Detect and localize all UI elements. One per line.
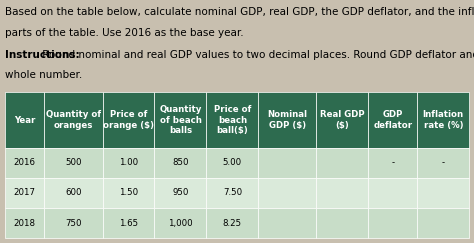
Text: parts of the table. Use 2016 as the base year.: parts of the table. Use 2016 as the base… xyxy=(5,28,243,38)
Text: Instructions:: Instructions: xyxy=(5,50,79,60)
Text: Price of
orange ($): Price of orange ($) xyxy=(103,110,154,130)
Text: 2018: 2018 xyxy=(14,218,36,228)
Bar xyxy=(5,208,45,238)
Bar xyxy=(368,92,417,148)
Bar xyxy=(258,92,317,148)
Bar xyxy=(102,178,155,208)
Bar xyxy=(155,178,207,208)
Text: Price of
beach
ball($): Price of beach ball($) xyxy=(214,105,251,135)
Bar xyxy=(155,92,207,148)
Text: -: - xyxy=(392,158,394,167)
Bar xyxy=(45,92,102,148)
Bar xyxy=(5,92,45,148)
Bar xyxy=(207,92,258,148)
Text: 1,000: 1,000 xyxy=(168,218,193,228)
Text: Quantity of
oranges: Quantity of oranges xyxy=(46,110,101,130)
Text: whole number.: whole number. xyxy=(5,70,82,80)
Bar xyxy=(258,178,317,208)
Bar xyxy=(45,178,102,208)
Bar xyxy=(155,208,207,238)
Text: Quantity
of beach
balls: Quantity of beach balls xyxy=(159,105,201,135)
Text: 7.50: 7.50 xyxy=(223,188,242,198)
Bar xyxy=(258,208,317,238)
Text: 5.00: 5.00 xyxy=(223,158,242,167)
Bar xyxy=(317,92,368,148)
Text: 750: 750 xyxy=(65,218,82,228)
Bar xyxy=(368,208,417,238)
Text: 1.50: 1.50 xyxy=(119,188,138,198)
Text: -: - xyxy=(442,158,445,167)
Bar xyxy=(207,148,258,178)
Text: Based on the table below, calculate nominal GDP, real GDP, the GDP deflator, and: Based on the table below, calculate nomi… xyxy=(5,7,474,17)
Text: 2017: 2017 xyxy=(14,188,36,198)
Bar xyxy=(5,148,45,178)
Bar xyxy=(417,148,469,178)
Text: Real GDP
($): Real GDP ($) xyxy=(320,110,365,130)
Bar xyxy=(417,208,469,238)
Bar xyxy=(45,148,102,178)
Bar xyxy=(102,92,155,148)
Text: Round nominal and real GDP values to two decimal places. Round GDP deflator and : Round nominal and real GDP values to two… xyxy=(39,50,474,60)
Text: 500: 500 xyxy=(65,158,82,167)
Text: Nominal
GDP ($): Nominal GDP ($) xyxy=(267,110,308,130)
Bar xyxy=(102,208,155,238)
Bar xyxy=(258,148,317,178)
Text: 850: 850 xyxy=(172,158,189,167)
Bar xyxy=(207,208,258,238)
Bar xyxy=(368,148,417,178)
Bar xyxy=(102,148,155,178)
Bar xyxy=(155,148,207,178)
Text: 8.25: 8.25 xyxy=(223,218,242,228)
Text: Year: Year xyxy=(14,115,35,125)
Text: 600: 600 xyxy=(65,188,82,198)
Bar xyxy=(5,178,45,208)
Bar xyxy=(368,178,417,208)
Bar xyxy=(417,92,469,148)
Text: Inflation
rate (%): Inflation rate (%) xyxy=(423,110,464,130)
Bar xyxy=(45,208,102,238)
Text: 2016: 2016 xyxy=(14,158,36,167)
Text: 1.65: 1.65 xyxy=(119,218,138,228)
Text: 1.00: 1.00 xyxy=(119,158,138,167)
Bar xyxy=(317,148,368,178)
Bar xyxy=(417,178,469,208)
Text: 950: 950 xyxy=(172,188,189,198)
Bar xyxy=(317,178,368,208)
Bar xyxy=(317,208,368,238)
Text: GDP
deflator: GDP deflator xyxy=(374,110,412,130)
Bar xyxy=(207,178,258,208)
